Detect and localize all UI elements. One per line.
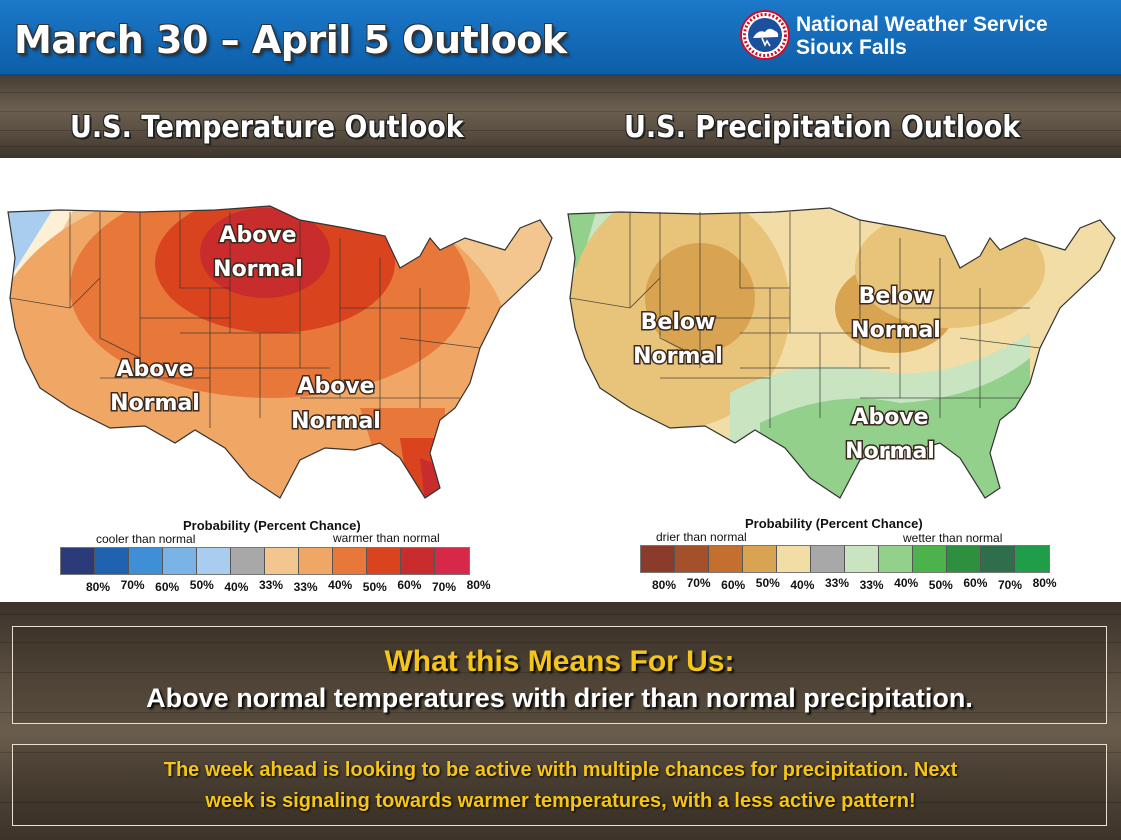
precip-legend-title: Probability (Percent Chance) bbox=[745, 516, 923, 531]
summary-title: What this Means For Us: bbox=[384, 645, 735, 678]
temp-label-west-line2: Normal bbox=[110, 391, 200, 416]
precip-legend-swatch bbox=[947, 546, 981, 572]
precip-label-south-line1: Above bbox=[851, 405, 928, 430]
precip-legend-swatch bbox=[981, 546, 1015, 572]
precipitation-map: Below Normal Below Normal Above Normal bbox=[567, 207, 1116, 499]
precip-legend-tick: 33% bbox=[859, 578, 884, 592]
temp-legend-tick: 70% bbox=[431, 580, 457, 594]
precip-legend-tick: 40% bbox=[894, 576, 919, 590]
temp-label-south-line1: Above bbox=[297, 374, 374, 399]
precip-legend-tick: 50% bbox=[755, 576, 780, 590]
precip-label-west-line1: Below bbox=[641, 310, 716, 335]
temp-legend-title: Probability (Percent Chance) bbox=[183, 518, 361, 533]
week-box: The week ahead is looking to be active w… bbox=[12, 744, 1107, 826]
precip-legend-swatch bbox=[879, 546, 913, 572]
header-bar: March 30 – April 5 Outlook National Weat… bbox=[0, 0, 1121, 76]
temperature-map: Above Normal Above Normal Above Normal bbox=[7, 205, 553, 499]
summary-box: What this Means For Us: Above normal tem… bbox=[12, 626, 1107, 724]
precip-legend-tick: 50% bbox=[928, 578, 953, 592]
temp-legend-swatch bbox=[401, 548, 435, 574]
temp-label-south-line2: Normal bbox=[291, 409, 381, 434]
precip-legend-tick: 80% bbox=[651, 578, 677, 592]
nws-logo-icon bbox=[740, 10, 790, 60]
precip-legend-tick: 60% bbox=[963, 576, 988, 590]
temp-legend-tick: 33% bbox=[293, 580, 318, 594]
precip-label-west-line2: Normal bbox=[633, 344, 723, 369]
precip-legend-swatch bbox=[743, 546, 777, 572]
temp-legend-tick: 60% bbox=[155, 580, 180, 594]
temp-legend-tick: 33% bbox=[258, 578, 284, 592]
precip-legend-tick: 40% bbox=[790, 578, 815, 592]
temp-legend-tick: 80% bbox=[85, 580, 111, 594]
wood-banner bbox=[0, 78, 1121, 158]
precip-legend-wetter: wetter than normal bbox=[903, 531, 1003, 545]
temp-legend-swatch bbox=[231, 548, 265, 574]
temp-legend-swatch bbox=[61, 548, 95, 574]
wood-footer bbox=[0, 602, 1121, 840]
temp-legend-tick: 40% bbox=[224, 580, 249, 594]
temp-legend-swatch bbox=[197, 548, 231, 574]
temp-legend-swatch bbox=[333, 548, 367, 574]
org-name: National Weather Service Sioux Falls bbox=[796, 13, 1048, 59]
week-text: The week ahead is looking to be active w… bbox=[33, 755, 1088, 817]
precip-legend-swatch bbox=[675, 546, 709, 572]
summary-body: Above normal temperatures with drier tha… bbox=[146, 683, 973, 713]
precip-legend-swatch bbox=[1015, 546, 1049, 572]
temp-legend-cooler: cooler than normal bbox=[96, 532, 196, 546]
temp-label-north-line2: Normal bbox=[213, 257, 303, 282]
temp-legend-tick: 40% bbox=[328, 578, 353, 592]
precip-legend-tick: 70% bbox=[686, 576, 711, 590]
temp-legend-tick: 50% bbox=[362, 580, 387, 594]
week-text-line2: week is signaling towards warmer tempera… bbox=[205, 790, 916, 812]
precip-label-east-line1: Below bbox=[859, 284, 934, 309]
temp-legend-tick: 70% bbox=[120, 578, 145, 592]
precip-legend-swatch bbox=[777, 546, 811, 572]
precip-legend-drier: drier than normal bbox=[656, 530, 747, 544]
precip-legend-tick: 80% bbox=[1032, 576, 1057, 590]
temp-label-north-line1: Above bbox=[219, 223, 296, 248]
precip-label-east-line2: Normal bbox=[851, 318, 941, 343]
temp-legend-warmer: warmer than normal bbox=[333, 531, 440, 545]
precip-label-south-line2: Normal bbox=[845, 439, 935, 464]
precip-legend-bar bbox=[640, 545, 1050, 573]
precip-legend-swatch bbox=[811, 546, 845, 572]
precipitation-heading: U.S. Precipitation Outlook bbox=[624, 110, 1021, 145]
temp-legend-swatch bbox=[367, 548, 401, 574]
temp-legend-tick: 60% bbox=[397, 578, 422, 592]
temp-legend-swatch bbox=[129, 548, 163, 574]
precip-legend-swatch bbox=[641, 546, 675, 572]
precip-legend-swatch bbox=[913, 546, 947, 572]
precip-legend-swatch bbox=[845, 546, 879, 572]
org-name-line1: National Weather Service bbox=[796, 13, 1048, 36]
temp-legend-swatch bbox=[435, 548, 469, 574]
temp-label-west-line1: Above bbox=[116, 357, 193, 382]
temp-legend-swatch bbox=[265, 548, 299, 574]
temp-legend-swatch bbox=[95, 548, 129, 574]
temp-legend-swatch bbox=[163, 548, 197, 574]
temperature-heading: U.S. Temperature Outlook bbox=[70, 110, 464, 145]
precip-legend-tick: 33% bbox=[824, 576, 850, 590]
temp-legend-bar bbox=[60, 547, 470, 575]
temp-legend-swatch bbox=[299, 548, 333, 574]
org-name-line2: Sioux Falls bbox=[796, 36, 907, 59]
temp-legend-tick: 50% bbox=[189, 578, 214, 592]
page-title: March 30 – April 5 Outlook bbox=[14, 18, 567, 62]
temp-legend-tick: 80% bbox=[466, 578, 491, 592]
precip-legend-swatch bbox=[709, 546, 743, 572]
precip-legend-tick: 60% bbox=[721, 578, 746, 592]
week-text-line1: The week ahead is looking to be active w… bbox=[163, 759, 958, 781]
precip-legend-tick: 70% bbox=[997, 578, 1023, 592]
